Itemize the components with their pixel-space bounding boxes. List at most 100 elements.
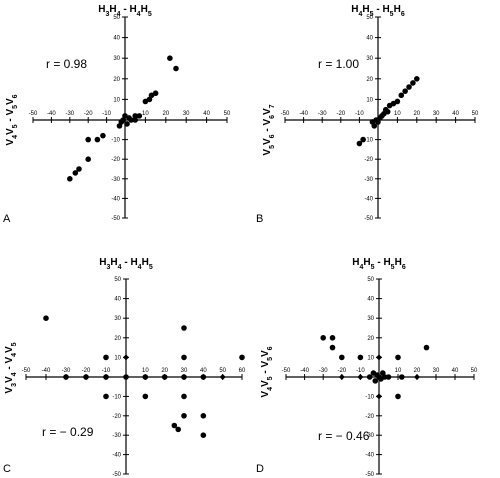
y-axis-label: V3V4 - V4V5 (4, 342, 18, 393)
y-tick-label: -20 (111, 157, 120, 163)
data-point (385, 374, 392, 380)
x-tick-label: 20 (162, 111, 169, 117)
y-tick-label: -30 (365, 433, 374, 439)
y-tick-label: -10 (365, 394, 374, 400)
y-tick-label: 30 (367, 316, 374, 322)
chart-panel-a: -50 -40 -30 -20 -10 10 20 30 40 50 50 40 30 20 10 -10 -2… (3, 4, 231, 225)
y-tick-label: 40 (367, 297, 374, 303)
data-point (85, 136, 91, 143)
x-tick-label: 30 (183, 111, 190, 117)
data-point (100, 132, 106, 139)
data-point (103, 393, 109, 400)
y-tick-label: 40 (113, 36, 120, 42)
diamond-marker (338, 374, 345, 380)
x-tick-label: -10 (355, 111, 364, 117)
x-tick-label: -40 (42, 368, 51, 374)
panel-label: B (256, 213, 263, 225)
y-tick-label: 50 (114, 277, 121, 283)
data-point (360, 136, 366, 143)
x-tick-label: 40 (452, 368, 459, 374)
y-tick-label: 10 (114, 355, 121, 361)
diamond-marker (123, 354, 129, 361)
data-point (167, 55, 173, 61)
data-point (181, 325, 187, 331)
x-tick-label: -20 (337, 368, 346, 374)
x-tick-label: -20 (84, 111, 93, 117)
y-tick-label: -50 (365, 472, 374, 478)
data-point (410, 80, 416, 86)
x-tick-label: -50 (22, 368, 31, 374)
data-point (152, 90, 159, 97)
panel-label: A (3, 213, 11, 225)
y-tick-label: -50 (112, 472, 121, 478)
x-tick-label: 50 (224, 111, 231, 117)
data-point (181, 374, 187, 380)
x-tick-label: -50 (29, 111, 38, 117)
x-tick-label: -50 (281, 111, 290, 117)
diamond-marker (83, 374, 89, 380)
x-tick-label: 50 (471, 368, 478, 374)
x-tick-label: -20 (82, 368, 91, 374)
x-tick-label: -30 (65, 111, 74, 117)
data-point (329, 344, 336, 351)
x-tick-label: 40 (200, 368, 207, 374)
data-point (395, 393, 401, 400)
correlation-annotation: r = 1.00 (318, 57, 359, 71)
chart-title: H3H4 - H4H5 (98, 4, 152, 18)
y-tick-label: -30 (364, 177, 373, 183)
x-tick-label: 50 (219, 368, 226, 374)
data-point (366, 374, 373, 380)
data-point (398, 92, 405, 99)
data-point (406, 84, 412, 90)
x-tick-label: -50 (282, 368, 291, 374)
x-tick-label: -30 (319, 368, 328, 374)
y-tick-label: 20 (114, 336, 121, 342)
x-tick-label: 30 (433, 368, 440, 374)
data-point (200, 432, 207, 439)
y-tick-label: 10 (366, 97, 373, 103)
x-tick-label: -20 (336, 111, 345, 117)
y-tick-label: -40 (364, 196, 373, 202)
x-tick-label: 60 (239, 368, 246, 374)
data-point (136, 113, 143, 119)
y-tick-label: -40 (112, 453, 121, 459)
y-tick-label: -30 (112, 433, 121, 439)
chart-title: H4H5 - H5H6 (352, 257, 406, 271)
y-tick-label: -20 (365, 414, 374, 420)
x-tick-label: -10 (102, 111, 111, 117)
panel-label: C (3, 463, 11, 475)
data-point (423, 344, 430, 351)
y-tick-label: 40 (366, 36, 373, 42)
x-tick-label: 40 (203, 111, 210, 117)
panel-label: D (256, 463, 264, 475)
y-tick-label: 30 (113, 56, 120, 62)
x-tick-label: -30 (318, 111, 327, 117)
y-tick-label: 50 (113, 15, 120, 21)
data-point (356, 140, 363, 147)
y-axis-label: V4V5 - V5V6 (260, 346, 274, 397)
data-point (384, 108, 391, 115)
data-point (402, 88, 408, 94)
x-tick-label: -40 (299, 111, 308, 117)
data-point (43, 315, 49, 322)
chart-title: H4H5 - H5H6 (351, 4, 405, 18)
data-point (94, 136, 101, 143)
diamond-marker (414, 374, 420, 380)
y-axis-label: V4V5 - V5V6 (5, 94, 19, 145)
y-tick-label: -20 (364, 157, 373, 163)
data-point (85, 156, 91, 162)
y-tick-label: 10 (113, 97, 120, 103)
data-point (181, 393, 187, 400)
data-point (173, 65, 179, 72)
data-point (76, 166, 82, 172)
x-tick-label: 20 (413, 111, 420, 117)
chart-panel-b: -50 -40 -30 -20 -10 10 20 30 40 50 50 40 30 20 10 -10 -2… (256, 4, 479, 225)
data-point (372, 378, 379, 384)
x-tick-label: -10 (102, 368, 111, 374)
y-tick-label: 20 (367, 336, 374, 342)
data-point (181, 413, 187, 419)
x-tick-label: 40 (452, 111, 459, 117)
diamond-marker (376, 354, 382, 361)
data-point (339, 354, 345, 361)
